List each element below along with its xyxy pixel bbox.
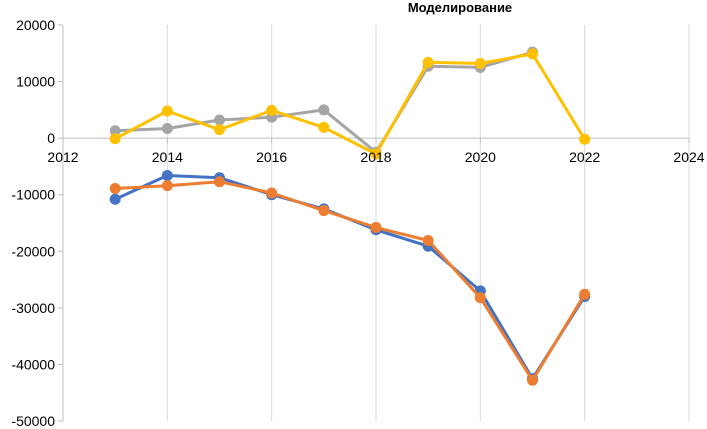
- x-tick-label: 2016: [256, 149, 287, 165]
- data-point: [214, 114, 225, 126]
- series-line: [113, 50, 534, 154]
- series-line: [113, 52, 587, 156]
- series-group: [109, 46, 591, 386]
- data-point: [214, 124, 225, 136]
- data-point: [318, 104, 330, 116]
- x-tick-label: 2014: [152, 149, 183, 165]
- data-point: [161, 123, 173, 135]
- y-tick-label: -10000: [11, 187, 55, 203]
- data-point: [161, 105, 173, 117]
- x-tick-label: 2020: [465, 149, 496, 165]
- data-point: [214, 176, 225, 188]
- data-point: [109, 182, 121, 194]
- series-line: [113, 180, 587, 382]
- series-1: [109, 169, 591, 385]
- data-point: [422, 56, 434, 68]
- data-point: [318, 205, 330, 217]
- tick-labels: 20000 10000 0 -10000 -20000 -30000 -40000 -5000…: [11, 17, 704, 429]
- series-line: [113, 174, 587, 381]
- y-tick-label: -30000: [11, 300, 55, 316]
- data-point: [527, 48, 538, 60]
- data-point: [266, 187, 278, 199]
- data-point: [109, 133, 121, 145]
- x-tick-label: 2022: [569, 149, 600, 165]
- data-point: [579, 288, 591, 300]
- series-2: [109, 176, 591, 386]
- x-tick-label: 2018: [360, 149, 391, 165]
- data-point: [318, 121, 330, 133]
- data-point: [161, 169, 173, 181]
- data-point: [474, 292, 486, 304]
- x-tick-label: 2024: [673, 149, 704, 165]
- data-point: [109, 125, 121, 137]
- data-point: [161, 180, 173, 192]
- y-tick-label: -20000: [11, 243, 55, 259]
- data-point: [370, 222, 382, 234]
- y-tick-label: -40000: [11, 356, 55, 372]
- y-tick-label: 10000: [16, 74, 55, 90]
- data-point: [579, 133, 591, 145]
- data-point: [370, 148, 382, 160]
- x-tick-label: 2012: [47, 149, 78, 165]
- data-point: [422, 235, 434, 247]
- data-point: [527, 374, 538, 386]
- data-point: [266, 104, 278, 116]
- chart-title: Моделирование: [408, 0, 512, 15]
- data-point: [474, 57, 486, 69]
- y-tick-label: -50000: [11, 413, 55, 429]
- y-tick-label: 0: [47, 130, 55, 146]
- series-4: [109, 48, 591, 160]
- grid: [166, 25, 690, 421]
- data-point: [109, 193, 121, 205]
- y-tick-label: 20000: [16, 17, 55, 33]
